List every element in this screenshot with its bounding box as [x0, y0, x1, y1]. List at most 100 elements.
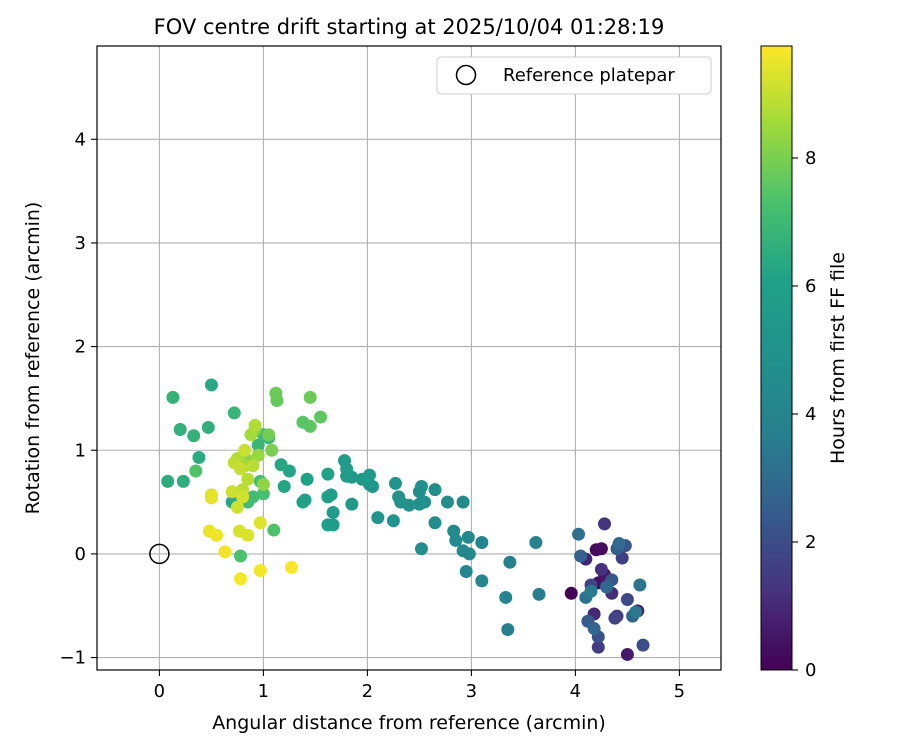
data-point: [461, 530, 475, 544]
data-point: [587, 622, 601, 636]
data-point: [462, 547, 476, 561]
data-point: [246, 459, 260, 473]
data-point: [256, 487, 270, 501]
data-point: [633, 578, 647, 592]
data-point: [456, 495, 470, 509]
data-point: [187, 429, 201, 443]
data-point: [428, 483, 442, 497]
data-point: [256, 477, 270, 491]
reference-platepar-marker: [149, 543, 170, 565]
y-axis-ticks: −1 0 1 2 3 4: [59, 129, 97, 669]
x-tick-label: 2: [362, 681, 373, 702]
data-point: [503, 555, 517, 569]
data-point: [428, 516, 442, 530]
colorbar-tick-label: 4: [805, 404, 816, 425]
data-point: [574, 549, 588, 563]
data-point: [230, 500, 244, 514]
data-point: [392, 490, 406, 504]
chart-title: FOV centre drift starting at 2025/10/04 …: [154, 15, 665, 39]
data-point: [447, 524, 461, 538]
data-point: [529, 536, 543, 550]
data-point: [218, 545, 232, 559]
data-point: [262, 428, 276, 442]
colorbar-tick-label: 2: [805, 532, 816, 553]
data-point: [227, 406, 241, 420]
y-tick-label: −1: [59, 648, 86, 669]
data-point: [386, 514, 400, 528]
data-point: [303, 390, 317, 404]
data-point: [499, 590, 513, 604]
data-point: [418, 495, 432, 509]
data-point: [459, 565, 473, 579]
data-point: [355, 472, 369, 486]
data-point: [204, 378, 218, 392]
data-point: [321, 467, 335, 481]
data-point: [620, 593, 634, 607]
data-point: [274, 458, 288, 472]
y-tick-label: 2: [75, 337, 86, 358]
data-point: [371, 511, 385, 525]
data-point: [236, 490, 250, 504]
y-tick-label: 3: [75, 233, 86, 254]
data-point: [608, 611, 622, 625]
data-point: [501, 623, 515, 637]
data-point: [210, 528, 224, 542]
data-point: [225, 485, 239, 499]
data-point: [414, 480, 428, 494]
data-point: [238, 443, 252, 457]
data-point: [612, 537, 626, 551]
y-tick-label: 0: [75, 544, 86, 565]
data-point: [253, 516, 267, 530]
data-point: [269, 386, 283, 400]
x-tick-label: 1: [258, 681, 269, 702]
y-tick-label: 4: [75, 129, 86, 150]
grid: [97, 46, 721, 670]
data-point: [340, 462, 354, 476]
colorbar-tick-label: 6: [805, 276, 816, 297]
data-point: [314, 410, 328, 424]
data-point: [284, 560, 298, 574]
data-point: [253, 563, 267, 577]
data-point: [303, 419, 317, 433]
data-point: [321, 518, 335, 532]
plot-frame: [96, 45, 722, 671]
x-axis-label: Angular distance from reference (arcmin): [212, 712, 606, 734]
data-point: [234, 462, 248, 476]
data-point: [300, 472, 314, 486]
x-axis-ticks: 0 1 2 3 4 5: [154, 670, 685, 702]
data-point: [475, 536, 489, 550]
data-point: [248, 418, 262, 432]
data-point: [594, 562, 608, 576]
data-point: [324, 488, 338, 502]
legend-box: [436, 56, 712, 95]
data-point: [598, 517, 612, 531]
data-point: [636, 638, 650, 652]
data-point: [246, 490, 260, 504]
legend: Reference platepar: [436, 56, 712, 95]
data-point: [594, 542, 608, 556]
data-point: [173, 423, 187, 437]
colorbar-tick-label: 0: [805, 660, 816, 681]
data-point: [564, 586, 578, 600]
data-point: [241, 472, 255, 486]
scatter-points: [161, 378, 650, 661]
plot-background: [97, 46, 721, 670]
data-point: [532, 587, 546, 601]
data-point: [166, 390, 180, 404]
data-point: [277, 480, 291, 494]
data-point: [265, 443, 279, 457]
data-point: [388, 476, 402, 490]
legend-entry-reference-platepar: Reference platepar: [503, 65, 675, 86]
data-point: [192, 451, 206, 465]
data-point: [176, 474, 190, 488]
colorbar-label: Hours from first FF file: [827, 252, 849, 464]
data-point: [234, 549, 248, 563]
colorbar-gradient: [760, 45, 793, 671]
x-tick-label: 4: [570, 681, 581, 702]
x-tick-label: 3: [466, 681, 477, 702]
data-point: [267, 523, 281, 537]
data-point: [234, 572, 248, 586]
x-tick-label: 0: [154, 681, 165, 702]
data-point: [326, 505, 340, 519]
